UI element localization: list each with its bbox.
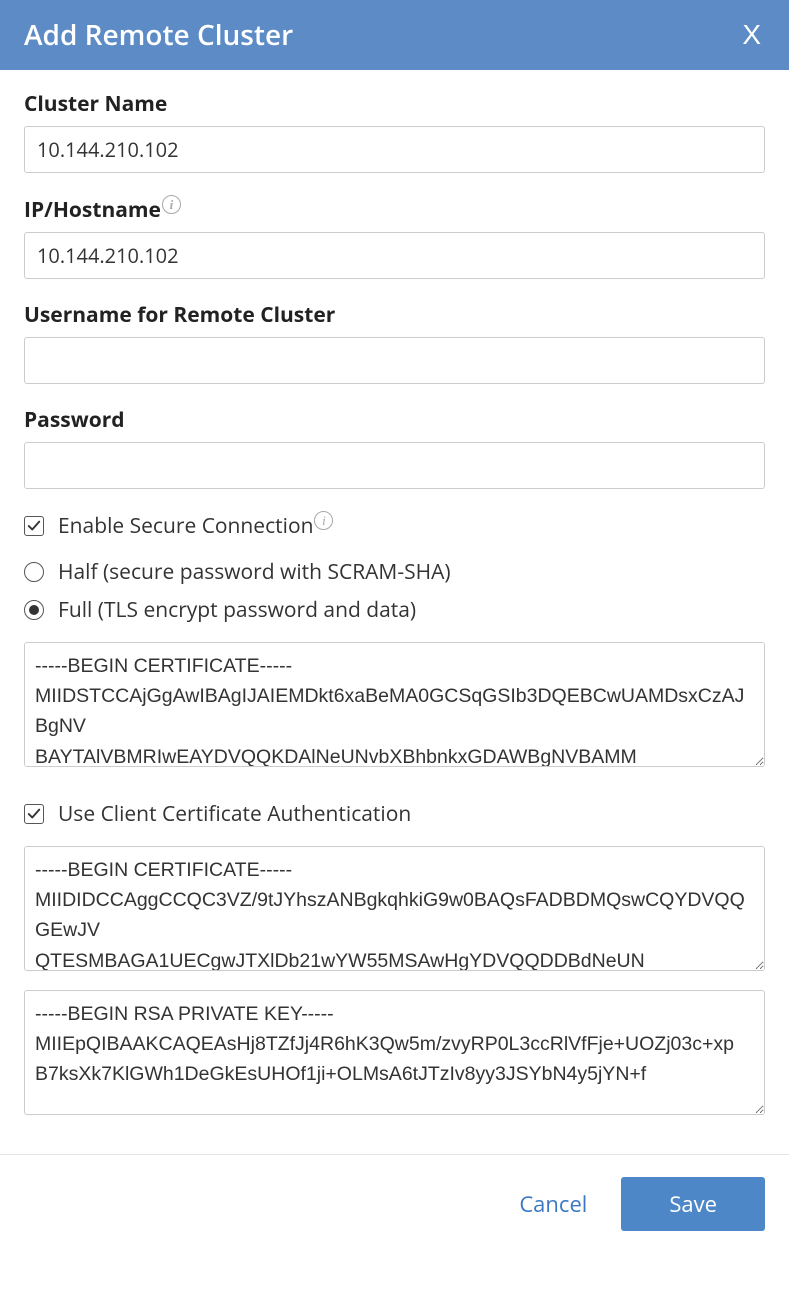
modal-body: Cluster Name IP/Hostnamei Username for R… bbox=[0, 70, 789, 1144]
enable-secure-label: Enable Secure Connectioni bbox=[58, 511, 333, 540]
username-input[interactable] bbox=[24, 337, 765, 384]
enable-secure-label-text: Enable Secure Connection bbox=[58, 512, 313, 540]
modal-header: Add Remote Cluster X bbox=[0, 0, 789, 70]
use-client-cert-row: Use Client Certificate Authentication bbox=[24, 800, 765, 828]
check-icon bbox=[27, 519, 41, 533]
secure-mode-full-radio[interactable] bbox=[24, 600, 44, 620]
ca-certificate-textarea[interactable]: -----BEGIN CERTIFICATE----- MIIDSTCCAjGg… bbox=[24, 642, 765, 767]
use-client-cert-checkbox[interactable] bbox=[24, 804, 44, 824]
enable-secure-row: Enable Secure Connectioni bbox=[24, 511, 765, 540]
enable-secure-checkbox[interactable] bbox=[24, 516, 44, 536]
cluster-name-group: Cluster Name bbox=[24, 90, 765, 173]
secure-mode-half-radio[interactable] bbox=[24, 562, 44, 582]
info-icon[interactable]: i bbox=[162, 195, 181, 214]
cluster-name-label: Cluster Name bbox=[24, 90, 765, 118]
add-remote-cluster-modal: Add Remote Cluster X Cluster Name IP/Hos… bbox=[0, 0, 789, 1253]
password-label: Password bbox=[24, 406, 765, 434]
secure-mode-half-label: Half (secure password with SCRAM-SHA) bbox=[58, 558, 451, 586]
password-input[interactable] bbox=[24, 442, 765, 489]
secure-mode-full-label: Full (TLS encrypt password and data) bbox=[58, 596, 416, 624]
secure-mode-full-row: Full (TLS encrypt password and data) bbox=[24, 596, 765, 624]
save-button[interactable]: Save bbox=[621, 1177, 765, 1231]
close-icon[interactable]: X bbox=[738, 19, 765, 51]
ip-hostname-group: IP/Hostnamei bbox=[24, 195, 765, 279]
client-key-textarea[interactable]: -----BEGIN RSA PRIVATE KEY----- MIIEpQIB… bbox=[24, 990, 765, 1115]
use-client-cert-label: Use Client Certificate Authentication bbox=[58, 800, 411, 828]
username-group: Username for Remote Cluster bbox=[24, 301, 765, 384]
modal-title: Add Remote Cluster bbox=[24, 16, 293, 54]
radio-dot-icon bbox=[29, 605, 39, 615]
password-group: Password bbox=[24, 406, 765, 489]
cluster-name-input[interactable] bbox=[24, 126, 765, 173]
modal-footer: Cancel Save bbox=[0, 1154, 789, 1253]
check-icon bbox=[27, 807, 41, 821]
ip-hostname-input[interactable] bbox=[24, 232, 765, 279]
ip-hostname-label-text: IP/Hostname bbox=[24, 196, 161, 224]
secure-mode-group: Half (secure password with SCRAM-SHA) Fu… bbox=[24, 558, 765, 624]
username-label: Username for Remote Cluster bbox=[24, 301, 765, 329]
secure-mode-half-row: Half (secure password with SCRAM-SHA) bbox=[24, 558, 765, 586]
ip-hostname-label: IP/Hostnamei bbox=[24, 195, 765, 224]
client-certificate-textarea[interactable]: -----BEGIN CERTIFICATE----- MIIDIDCCAggC… bbox=[24, 846, 765, 971]
info-icon[interactable]: i bbox=[314, 511, 333, 530]
cancel-button[interactable]: Cancel bbox=[513, 1181, 593, 1227]
